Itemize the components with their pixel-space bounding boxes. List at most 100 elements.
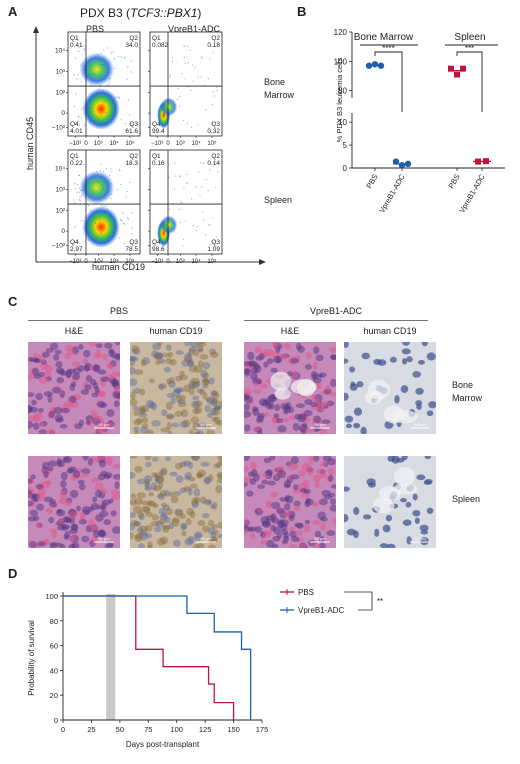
histo-cell — [55, 361, 63, 369]
flow-x-tick-label: 10³ — [176, 259, 185, 265]
flow-event — [105, 79, 107, 81]
histo-cell — [33, 373, 42, 379]
flow-event — [105, 238, 107, 241]
flow-event — [192, 225, 195, 227]
histo-cell — [313, 346, 320, 355]
flow-event — [76, 183, 79, 186]
histo-cell — [271, 517, 280, 524]
histo-cell — [250, 532, 256, 540]
histo-cell — [165, 357, 173, 365]
histo-cell — [166, 378, 172, 385]
histo-cell — [216, 471, 222, 479]
histo-cell — [344, 342, 349, 348]
histo-cell — [72, 373, 81, 381]
flow-event — [108, 216, 110, 218]
flow-event — [126, 217, 129, 219]
flow-event — [99, 219, 101, 221]
histo-cell — [78, 365, 85, 372]
histo-cell — [254, 364, 262, 374]
flow-event — [185, 182, 187, 184]
flow-event — [195, 186, 197, 188]
flow-event — [187, 86, 189, 88]
flow-event — [183, 56, 185, 58]
b-data-point — [365, 62, 373, 69]
histo-cell — [311, 394, 317, 402]
panel-b-letter: B — [297, 4, 307, 19]
histo-cell — [170, 396, 176, 405]
flow-event — [186, 122, 188, 125]
histo-cell — [85, 420, 91, 426]
flow-event — [127, 66, 129, 68]
flow-q2-name: Q2 — [129, 35, 138, 42]
histo-cell — [191, 381, 200, 390]
histo-cell — [270, 367, 278, 373]
histo-cell — [35, 392, 43, 401]
histo-cell — [113, 400, 120, 408]
histo-cell — [56, 377, 65, 384]
histo-cell — [175, 510, 184, 517]
histo-cell — [65, 369, 73, 378]
histo-cell — [155, 475, 165, 483]
histo-cell — [139, 426, 149, 434]
histo-cell — [35, 483, 44, 490]
histo-cell — [394, 395, 400, 404]
histo-cell — [64, 400, 74, 408]
histo-cell — [323, 388, 332, 395]
histo-cell — [216, 456, 222, 459]
histo-he-pbs-spleen: 50 μm — [28, 456, 120, 548]
flow-event — [100, 64, 102, 66]
histo-cell — [152, 485, 162, 492]
histo-cell — [191, 456, 200, 462]
histo-cell — [210, 400, 218, 407]
flow-event — [74, 183, 76, 185]
flow-event — [93, 190, 95, 192]
flow-event — [102, 78, 104, 80]
histo-cell — [130, 378, 138, 387]
histo-cell — [161, 502, 167, 508]
histo-group-adc-rule — [244, 320, 428, 321]
histo-cell — [190, 483, 198, 489]
histo-cell — [190, 416, 200, 425]
histo-cell — [249, 526, 257, 532]
histo-cell — [153, 472, 164, 478]
histo-cell — [356, 381, 364, 388]
flow-event — [169, 76, 171, 78]
histo-cell — [329, 354, 336, 360]
histo-clearing — [365, 390, 383, 405]
histo-cell — [130, 398, 138, 407]
flow-event — [78, 187, 80, 190]
histo-cell — [144, 533, 153, 539]
histo-cell — [148, 401, 156, 409]
histo-cell — [60, 407, 70, 414]
flow-event — [78, 115, 80, 118]
flow-event — [100, 104, 102, 106]
histo-cell — [49, 501, 57, 508]
histo-cell — [134, 497, 144, 506]
histo-cell — [400, 497, 407, 503]
histo-cell — [193, 533, 202, 542]
histo-cell — [68, 511, 77, 520]
flow-event — [114, 97, 116, 99]
histo-cell — [138, 405, 146, 414]
histo-tile-texture: 50 μm — [130, 456, 222, 548]
flow-event — [73, 241, 75, 243]
flow-event — [113, 58, 115, 60]
histo-cell — [153, 352, 163, 361]
histo-cell — [305, 428, 315, 434]
histo-cell — [412, 371, 422, 378]
b-x-tick-label: PBS — [446, 173, 461, 191]
flow-event — [168, 208, 171, 210]
histo-cell — [144, 525, 153, 532]
histo-cell — [33, 414, 40, 423]
flow-event — [105, 111, 107, 114]
histo-cell — [192, 395, 200, 401]
histo-cell — [244, 410, 252, 418]
histo-cell — [344, 392, 349, 401]
histo-cell — [321, 419, 331, 424]
flow-q1-name: Q1 — [152, 35, 161, 42]
flow-event — [184, 220, 187, 222]
flow-event — [191, 198, 193, 200]
flow-event — [101, 175, 103, 178]
flow-q1-value: 0.41 — [70, 42, 83, 49]
